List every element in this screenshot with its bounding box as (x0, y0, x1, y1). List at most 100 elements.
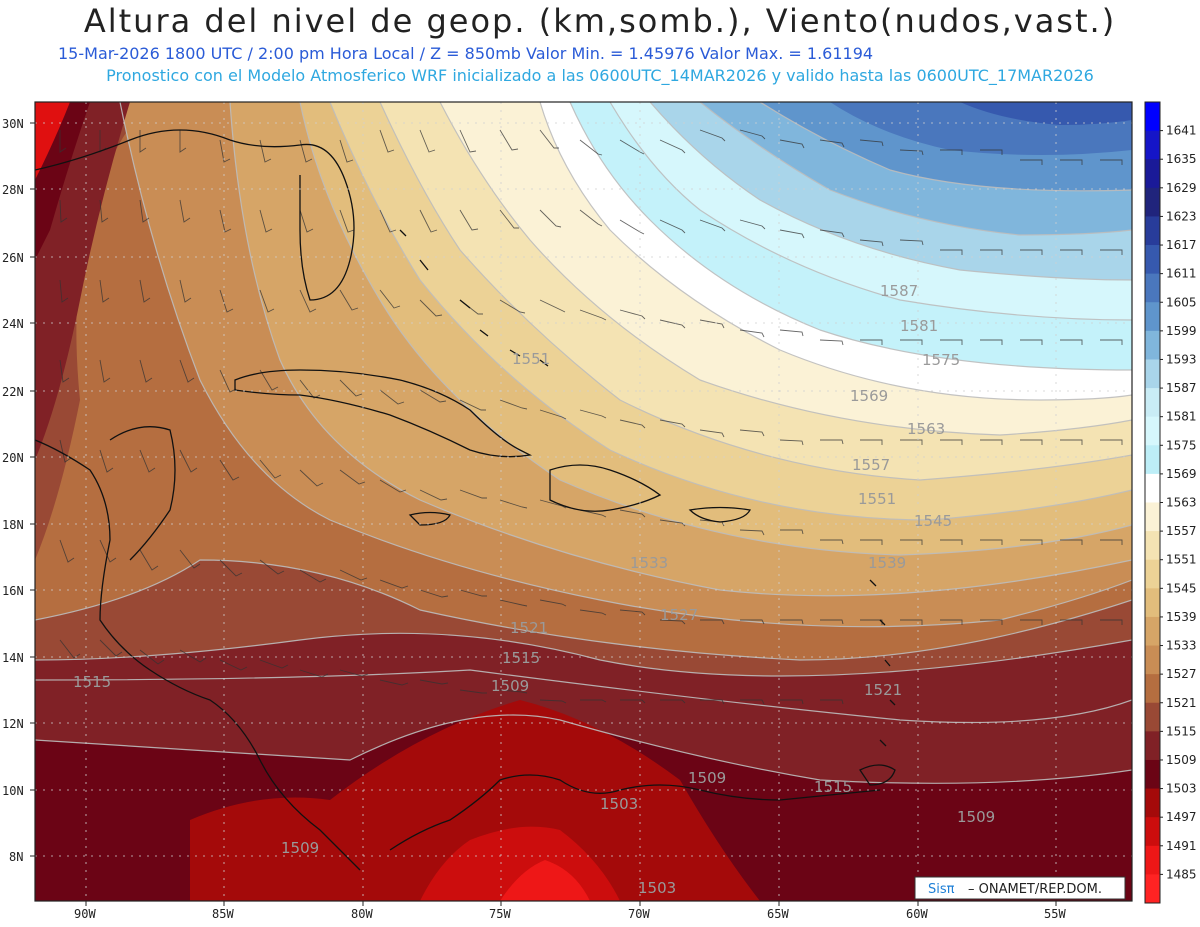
longitude-tick-label: 70W (628, 907, 650, 921)
latitude-tick-label: 28N (2, 183, 24, 197)
latitude-tick-label: 14N (2, 651, 24, 665)
colorbar-segment (1145, 845, 1160, 875)
latitude-tick-label: 16N (2, 584, 24, 598)
wind-barbs (59, 129, 1123, 705)
colorbar-segment (1145, 330, 1160, 360)
model-info-subtitle: Pronostico con el Modelo Atmosferico WRF… (106, 66, 1094, 85)
coast-central-america (35, 439, 361, 871)
longitude-tick-label: 85W (212, 907, 234, 921)
coast-hispaniola (549, 464, 662, 512)
colorbar-segment (1145, 187, 1160, 217)
band-1605 (960, 102, 1132, 125)
colorbar-segment (1145, 588, 1160, 618)
longitude-tick-label: 60W (906, 907, 928, 921)
contour-label: 1515 (73, 673, 111, 691)
sispi-logo: Sisπ (928, 882, 955, 897)
colorbar-segment (1145, 674, 1160, 704)
contour-label: 1515 (814, 778, 852, 796)
contour-label: 1563 (907, 420, 945, 438)
colorbar-segment (1145, 731, 1160, 761)
coast-trinidad (859, 764, 896, 786)
geopotential-field: 1587 1581 1575 1569 1563 1557 1551 1545 … (35, 102, 1132, 901)
band-northwest-red (35, 102, 70, 180)
colorbar-level-label: 1605 (1166, 295, 1197, 309)
colorbar-level-label: 1575 (1166, 438, 1197, 452)
coast-south-america (389, 774, 881, 851)
contour-label: 1551 (512, 350, 550, 368)
latitude-tick-label: 8N (9, 850, 23, 864)
colorbar-segment (1145, 102, 1160, 132)
contour-label: 1533 (630, 554, 668, 572)
contour-lines (35, 102, 1132, 784)
colorbar-level-label: 1515 (1166, 724, 1197, 738)
colorbar-level-label: 1557 (1166, 524, 1197, 538)
longitude-tick-label: 90W (74, 907, 96, 921)
colorbar-level-label: 1497 (1166, 810, 1197, 824)
colorbar-segment (1145, 502, 1160, 532)
colorbar-level-label: 1569 (1166, 467, 1197, 481)
contour-label: 1503 (600, 795, 638, 813)
coast-cuba (234, 369, 533, 458)
contour-label: 1545 (914, 512, 952, 530)
latitude-tick-label: 10N (2, 784, 24, 798)
colorbar-segment (1145, 245, 1160, 275)
colorbar-level-label: 1527 (1166, 667, 1197, 681)
longitude-tick-label: 55W (1044, 907, 1066, 921)
latitude-tick-label: 26N (2, 251, 24, 265)
colorbar-level-label: 1623 (1166, 209, 1197, 223)
colorbar-level-label: 1641 (1166, 124, 1197, 138)
credit-text: – ONAMET/REP.DOM. (968, 882, 1102, 897)
colorbar-level-label: 1551 (1166, 553, 1197, 567)
coast-bahamas (399, 229, 549, 367)
colorbar-segment (1145, 216, 1160, 246)
colorbar-segment (1145, 702, 1160, 732)
credit-box: Sisπ – ONAMET/REP.DOM. (914, 876, 1126, 900)
map-title: Altura del nivel de geop. (km,somb.), Vi… (83, 2, 1117, 40)
latitude-tick-label: 20N (2, 451, 24, 465)
colorbar-level-label: 1539 (1166, 610, 1197, 624)
colorbar-level-label: 1581 (1166, 410, 1197, 424)
contour-label: 1521 (864, 681, 902, 699)
contour-label: 1515 (502, 649, 540, 667)
colorbar-segment (1145, 759, 1160, 790)
contour-label: 1503 (638, 879, 676, 897)
colorbar-segment (1145, 359, 1160, 389)
contour-label: 1581 (900, 317, 938, 335)
contour-label: 1509 (281, 839, 319, 857)
contour-label: 1509 (491, 677, 529, 695)
coast-puertorico (688, 506, 751, 523)
colorbar-segment (1145, 616, 1160, 647)
longitude-axis: 90W 85W 80W 75W 70W 65W 60W 55W (74, 901, 1066, 921)
colorbar-level-label: 1491 (1166, 839, 1197, 853)
colorbar-segment (1145, 130, 1160, 160)
map-frame (34, 101, 1133, 902)
latitude-tick-label: 30N (2, 117, 24, 131)
colorbar-level-label: 1611 (1166, 267, 1197, 281)
colorbar-segment (1145, 416, 1160, 446)
longitude-tick-label: 65W (767, 907, 789, 921)
forecast-time-subtitle: 15-Mar-2026 1800 UTC / 2:00 pm Hora Loca… (58, 44, 874, 63)
colorbar-level-label: 1509 (1166, 753, 1197, 767)
contour-label: 1509 (688, 769, 726, 787)
contour-label: 1509 (957, 808, 995, 826)
contour-label: 1587 (880, 282, 918, 300)
colorbar-level-label: 1545 (1166, 581, 1197, 595)
colorbar-level-label: 1593 (1166, 352, 1197, 366)
colorbar-segment (1145, 273, 1160, 303)
colorbar-segment (1145, 473, 1160, 503)
band-south-1497 (190, 700, 760, 901)
latitude-axis: 30N 28N 26N 24N 22N 20N 18N 16N 14N 12N … (2, 117, 35, 864)
colorbar-level-label: 1635 (1166, 152, 1197, 166)
longitude-tick-label: 80W (351, 907, 373, 921)
colorbar-segment (1145, 645, 1160, 675)
colorbar-level-label: 1485 (1166, 867, 1197, 881)
coast-yucatan (109, 426, 176, 561)
colorbar-level-label: 1617 (1166, 238, 1197, 252)
colorbar-segment (1145, 874, 1160, 904)
colorbar-segment (1145, 445, 1160, 475)
colorbar-segment (1145, 788, 1160, 818)
contour-label: 1521 (510, 619, 548, 637)
latitude-tick-label: 22N (2, 385, 24, 399)
colorbar-segment (1145, 531, 1160, 561)
